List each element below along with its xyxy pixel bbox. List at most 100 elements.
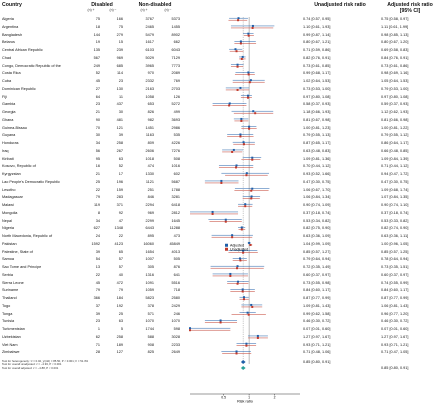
- nondisabled-n-neg: 4013: [171, 249, 180, 254]
- unadjusted-ci-text: 0.99 [0.68, 1.17]: [303, 71, 331, 76]
- country-name: North Macedonia, Republic of: [2, 234, 53, 238]
- adjusted-ci-text: 0.63 [0.36, 1.11]: [381, 234, 409, 238]
- unadjusted-ci-text: 0.60 [0.37, 0.97]: [303, 272, 331, 277]
- disabled-n-pos: 39: [95, 311, 100, 316]
- disabled-n-pos: 39: [95, 249, 100, 254]
- adjusted-ci-text: 0.85 [0.57, 1.25]: [381, 249, 409, 254]
- disabled-n-pos: 144: [93, 32, 100, 37]
- disabled-n-neg: 63: [118, 156, 123, 161]
- country-name: Guyana: [2, 133, 16, 138]
- unadjusted-ci-text: 0.73 [0.55, 0.98]: [303, 280, 331, 285]
- disabled-n-pos: 135: [93, 48, 100, 52]
- adjusted-ci-text: 1.00 [0.96, 1.05]: [381, 241, 409, 246]
- unadjusted-point: [239, 259, 242, 262]
- adjusted-point: [251, 187, 254, 190]
- nondisabled-n-pos: 969: [147, 210, 154, 215]
- disabled-n-neg: 184: [116, 296, 123, 300]
- adjusted-point: [236, 265, 239, 268]
- adjusted-point: [242, 296, 245, 299]
- adjusted-point: [247, 32, 250, 35]
- disabled-n-neg: 166: [116, 17, 123, 21]
- disabled-n-pos: 8: [97, 210, 100, 215]
- disabled-n-pos: 71: [95, 342, 100, 347]
- unadjusted-ci-text: 0.63 [0.48, 0.83]: [303, 148, 331, 153]
- nondisabled-n-neg: 602: [173, 172, 180, 176]
- nondisabled-n-pos: 1007: [145, 257, 154, 262]
- nondisabled-n-pos: 1121: [145, 179, 154, 184]
- nondisabled-n-pos: 5479: [145, 32, 154, 37]
- disabled-n-pos: 62: [95, 334, 100, 339]
- adjusted-ci-header: [95% CI]: [399, 8, 421, 14]
- adjusted-point: [241, 55, 244, 58]
- nondisabled-n-neg: 5687: [171, 179, 180, 184]
- nondisabled-n-neg: 126: [173, 94, 180, 99]
- adjusted-point: [228, 102, 231, 105]
- nondisabled-n-neg: 4226: [171, 141, 180, 145]
- x-tick-label: 1: [248, 396, 250, 400]
- adjusted-ci-text: 1.05 [0.64, 1.53]: [381, 79, 409, 83]
- disabled-n-pos: 21: [95, 172, 100, 176]
- nondisabled-n-neg: 5373: [171, 17, 180, 21]
- adjusted-point: [245, 172, 248, 175]
- unadjusted-ci-text: 0.79 [0.55, 1.13]: [303, 133, 331, 138]
- adjusted-point: [237, 17, 240, 20]
- country-name: Serbia: [2, 272, 13, 277]
- unadjusted-point: [237, 19, 240, 22]
- nondisabled-n-neg: 508: [173, 156, 180, 161]
- disabled-n-neg: 189: [116, 342, 123, 347]
- nondisabled-n-pos: 982: [147, 117, 154, 122]
- disabled-n-pos: 366: [93, 296, 100, 300]
- adjusted-ci-text: 0.69 [0.58, 0.83]: [381, 48, 409, 52]
- unadjusted-point: [239, 135, 242, 138]
- unadjusted-point: [251, 26, 254, 29]
- adjusted-point: [240, 117, 243, 120]
- adjusted-ci-text: 0.71 [0.44, 1.12]: [381, 164, 409, 169]
- nondisabled-n-neg: 11288: [169, 226, 180, 231]
- disabled-n-neg-header: (n) −: [109, 8, 117, 12]
- adjusted-ci-text: 0.94 [0.47, 1.72]: [381, 172, 409, 176]
- disabled-n-pos: 56: [95, 148, 100, 153]
- disabled-n-neg: 79: [118, 288, 123, 293]
- unadjusted-ci-text: 0.58 [0.37, 0.93]: [303, 102, 331, 107]
- disabled-n-pos: 90: [95, 117, 100, 122]
- nondisabled-n-neg: 7773: [171, 63, 180, 68]
- adjusted-ci-text: 1.11 [0.61, 1.99]: [381, 24, 409, 29]
- nondisabled-n-neg: 6418: [171, 203, 180, 207]
- nondisabled-n-pos: 3965: [145, 63, 154, 68]
- unadjusted-ci-text: 0.85 [0.57, 1.27]: [303, 249, 331, 254]
- nondisabled-n-neg: 641: [173, 272, 180, 277]
- disabled-n-neg: 127: [116, 350, 123, 355]
- disabled-n-pos: 64: [95, 94, 100, 99]
- adjusted-ci-text: 0.53 [0.33, 0.82]: [381, 218, 409, 223]
- adjusted-point: [238, 257, 241, 260]
- country-name: Zimbabwe: [2, 350, 20, 355]
- country-name: Samoa: [2, 257, 15, 262]
- adjusted-ci-text: 0.79 [0.53, 1.00]: [381, 86, 409, 91]
- unadjusted-ci-text: 0.37 [0.18, 0.74]: [303, 210, 331, 215]
- nondisabled-n-neg: 2429: [171, 303, 180, 308]
- adjusted-header: Adjusted risk ratio: [387, 2, 433, 8]
- nondisabled-n-pos: 1617: [145, 40, 154, 45]
- disabled-n-neg: 57: [118, 265, 123, 269]
- nondisabled-n-pos: 895: [147, 234, 154, 238]
- disabled-n-pos: 18: [95, 24, 100, 29]
- nondisabled-n-pos: 1058: [145, 94, 154, 99]
- adjusted-ci-text: 0.93 [0.71, 1.21]: [381, 342, 409, 347]
- unadjusted-ci-text: 0.71 [0.59, 0.86]: [303, 48, 331, 52]
- footnote: Test for overall adjusted: z = −4.88, P …: [2, 365, 59, 370]
- adjusted-ci-text: 0.59 [0.37, 0.93]: [381, 102, 409, 107]
- disabled-n-pos: 16: [95, 164, 100, 169]
- nondisabled-n-pos: 378: [147, 303, 154, 308]
- disabled-n-pos: 22: [95, 272, 100, 277]
- country-name: Dominican Republic: [2, 86, 36, 91]
- adjusted-ci-text: 0.84 [0.60, 1.17]: [381, 288, 409, 293]
- disabled-n-neg: 239: [116, 48, 123, 52]
- adjusted-ci-text: 1.07 [0.84, 1.35]: [381, 195, 409, 200]
- unadjusted-point: [220, 181, 223, 184]
- unadjusted-ci-text: 0.72 [0.35, 1.49]: [303, 265, 331, 269]
- unadjusted-ci-text: 1.04 [0.99, 1.09]: [303, 241, 331, 246]
- disabled-n-neg: 11: [119, 94, 123, 99]
- nondisabled-n-neg: 246: [173, 311, 180, 316]
- disabled-n-pos: 70: [95, 125, 100, 130]
